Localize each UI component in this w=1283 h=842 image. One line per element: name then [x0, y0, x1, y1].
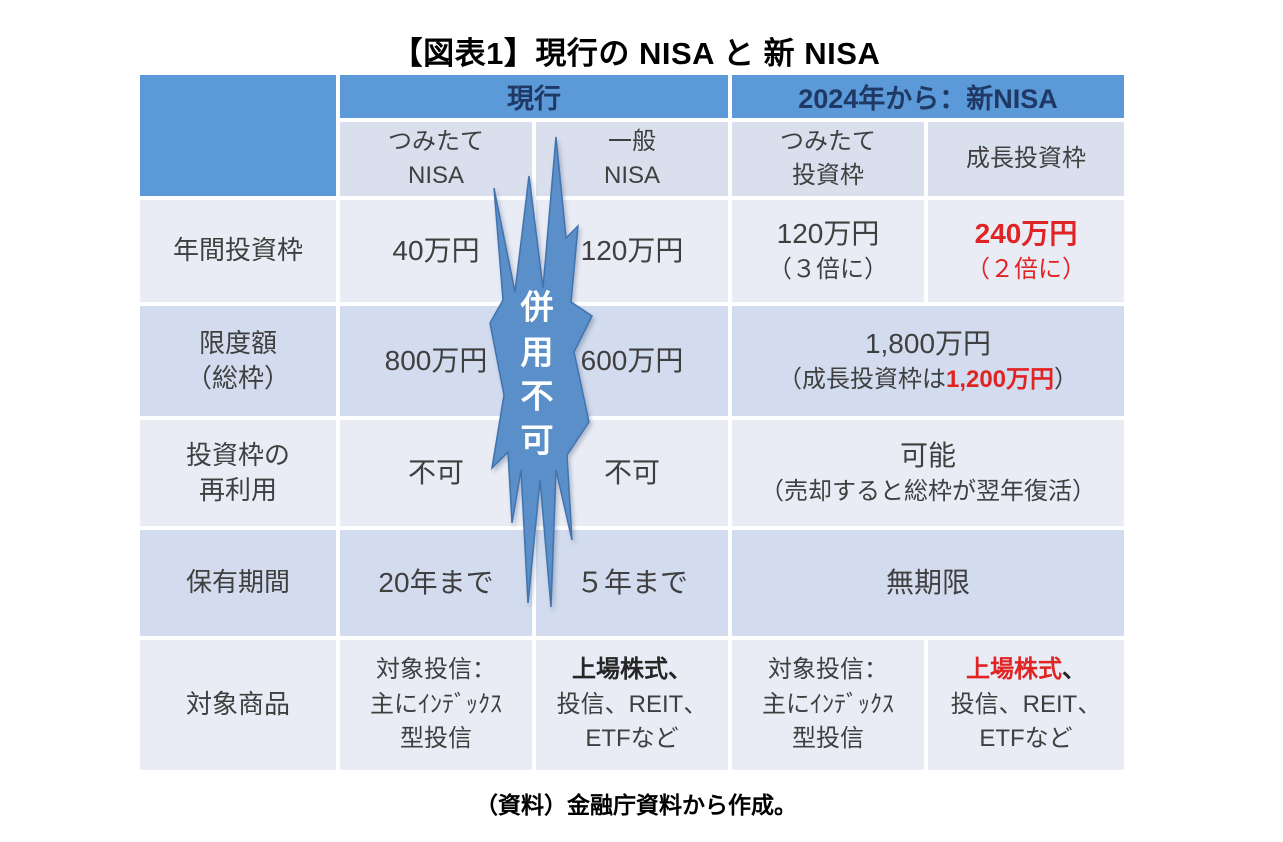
- value-line: 可能: [899, 440, 956, 471]
- row-eligible-products: 対象商品 対象投信： 主にｲﾝﾃﾞｯｸｽ 型投信 上場株式、 投信、REIT、 …: [140, 640, 1124, 770]
- subheader-line: つみたて: [780, 128, 876, 156]
- burst-char: 可: [521, 422, 554, 459]
- cell-annual-growth: 240万円 （２倍に）: [928, 200, 1124, 302]
- value-line: 投信、REIT、: [950, 690, 1102, 718]
- label-line: 限度額: [198, 327, 277, 358]
- row-label-period: 保有期間: [140, 530, 336, 636]
- cell-products-tsumitate: 対象投信： 主にｲﾝﾃﾞｯｸｽ 型投信: [340, 640, 532, 770]
- subheader-line: NISA: [407, 162, 464, 189]
- value-line: （売却すると総枠が翌年復活）: [760, 478, 1096, 506]
- value-line: 型投信: [400, 725, 472, 753]
- row-label-limit: 限度額 （総枠）: [140, 306, 336, 416]
- highlighted-value: 上場株式、: [932, 653, 1120, 688]
- source-note: （資料）金融庁資料から作成。: [475, 792, 797, 818]
- cell-reuse-new: 可能 （売却すると総枠が翌年復活）: [732, 420, 1124, 526]
- value-line: （３倍に）: [768, 256, 888, 284]
- cell-products-new-tsumitate: 対象投信： 主にｲﾝﾃﾞｯｸｽ 型投信: [732, 640, 924, 770]
- value-line: 120万円: [776, 218, 880, 249]
- value-line: 対象投信：: [376, 655, 496, 683]
- highlighted-value: 1,200万円: [945, 366, 1055, 394]
- header-current: 現行: [340, 75, 728, 118]
- burst-char: 不: [521, 378, 554, 415]
- subheader-tsumitate-waku: つみたて 投資枠: [732, 122, 924, 196]
- value-line: 対象投信：: [768, 655, 888, 683]
- subheader-ippan-nisa: 一般 NISA: [536, 122, 728, 196]
- cell-annual-new-tsumitate: 120万円 （３倍に）: [732, 200, 924, 302]
- value-line: 投信、REIT、: [556, 690, 708, 718]
- row-total-limit: 限度額 （総枠） 800万円 600万円 1,800万円 （成長投資枠は1,20…: [140, 306, 1124, 416]
- subheader-seicho-waku: 成長投資枠: [928, 122, 1124, 196]
- highlighted-value: 240万円: [974, 218, 1078, 249]
- row-label-reuse: 投資枠の 再利用: [140, 420, 336, 526]
- row-annual-limit: 年間投資枠 40万円 120万円 120万円 （３倍に） 240万円 （２倍に）: [140, 200, 1124, 302]
- label-line: （総枠）: [185, 363, 290, 393]
- header-sub-row: つみたて NISA 一般 NISA つみたて 投資枠 成長投資枠: [140, 122, 1124, 196]
- text-segment: 、: [1062, 655, 1086, 683]
- text-segment: （成長投資枠は: [777, 366, 946, 394]
- cell-products-ippan: 上場株式、 投信、REIT、 ETFなど: [536, 640, 728, 770]
- cell-period-tsumitate: 20年まで: [340, 530, 532, 636]
- row-holding-period: 保有期間 20年まで ５年まで 無期限: [140, 530, 1124, 636]
- text-segment: ）: [1054, 366, 1079, 394]
- subheader-tsumitate-nisa: つみたて NISA: [340, 122, 532, 196]
- value-line: 主にｲﾝﾃﾞｯｸｽ: [762, 690, 894, 718]
- text-segment: 上場株式: [966, 655, 1062, 683]
- cell-period-ippan: ５年まで: [536, 530, 728, 636]
- header-new-nisa: 2024年から：新NISA: [732, 75, 1124, 118]
- burst-char: 用: [521, 334, 554, 371]
- row-reuse: 投資枠の 再利用 不可 不可 可能 （売却すると総枠が翌年復活）: [140, 420, 1124, 526]
- subheader-line: NISA: [603, 162, 660, 189]
- value-line: 主にｲﾝﾃﾞｯｸｽ: [370, 690, 502, 718]
- no-combined-use-burst: 併 用 不 可: [489, 136, 593, 608]
- nisa-comparison-table: 現行 2024年から：新NISA つみたて NISA 一般 NISA つみたて …: [136, 71, 1128, 774]
- burst-char: 併: [520, 289, 554, 326]
- highlighted-value: 上場株式、: [572, 655, 692, 683]
- label-line: 再利用: [198, 475, 277, 505]
- value-line: （成長投資枠は1,200万円）: [736, 363, 1120, 398]
- value-line: ETFなど: [585, 725, 679, 753]
- row-label-annual: 年間投資枠: [140, 200, 336, 302]
- row-label-products: 対象商品: [140, 640, 336, 770]
- value-line: 型投信: [792, 725, 864, 753]
- figure-title: 【図表1】現行の NISA と 新 NISA: [391, 36, 881, 71]
- value-line: （２倍に）: [966, 256, 1086, 284]
- cell-products-growth: 上場株式、 投信、REIT、 ETFなど: [928, 640, 1124, 770]
- subheader-line: つみたて: [388, 128, 484, 156]
- subheader-line: 一般: [608, 128, 656, 156]
- burst-star-shape: [489, 136, 593, 608]
- value-line: 1,800万円: [864, 328, 992, 359]
- label-line: 投資枠の: [185, 439, 290, 470]
- cell-limit-new: 1,800万円 （成長投資枠は1,200万円）: [732, 306, 1124, 416]
- subheader-line: 投資枠: [792, 162, 864, 189]
- value-line: ETFなど: [979, 725, 1073, 753]
- corner-cell: [140, 75, 336, 196]
- cell-period-new: 無期限: [732, 530, 1124, 636]
- header-group-row: 現行 2024年から：新NISA: [140, 75, 1124, 196]
